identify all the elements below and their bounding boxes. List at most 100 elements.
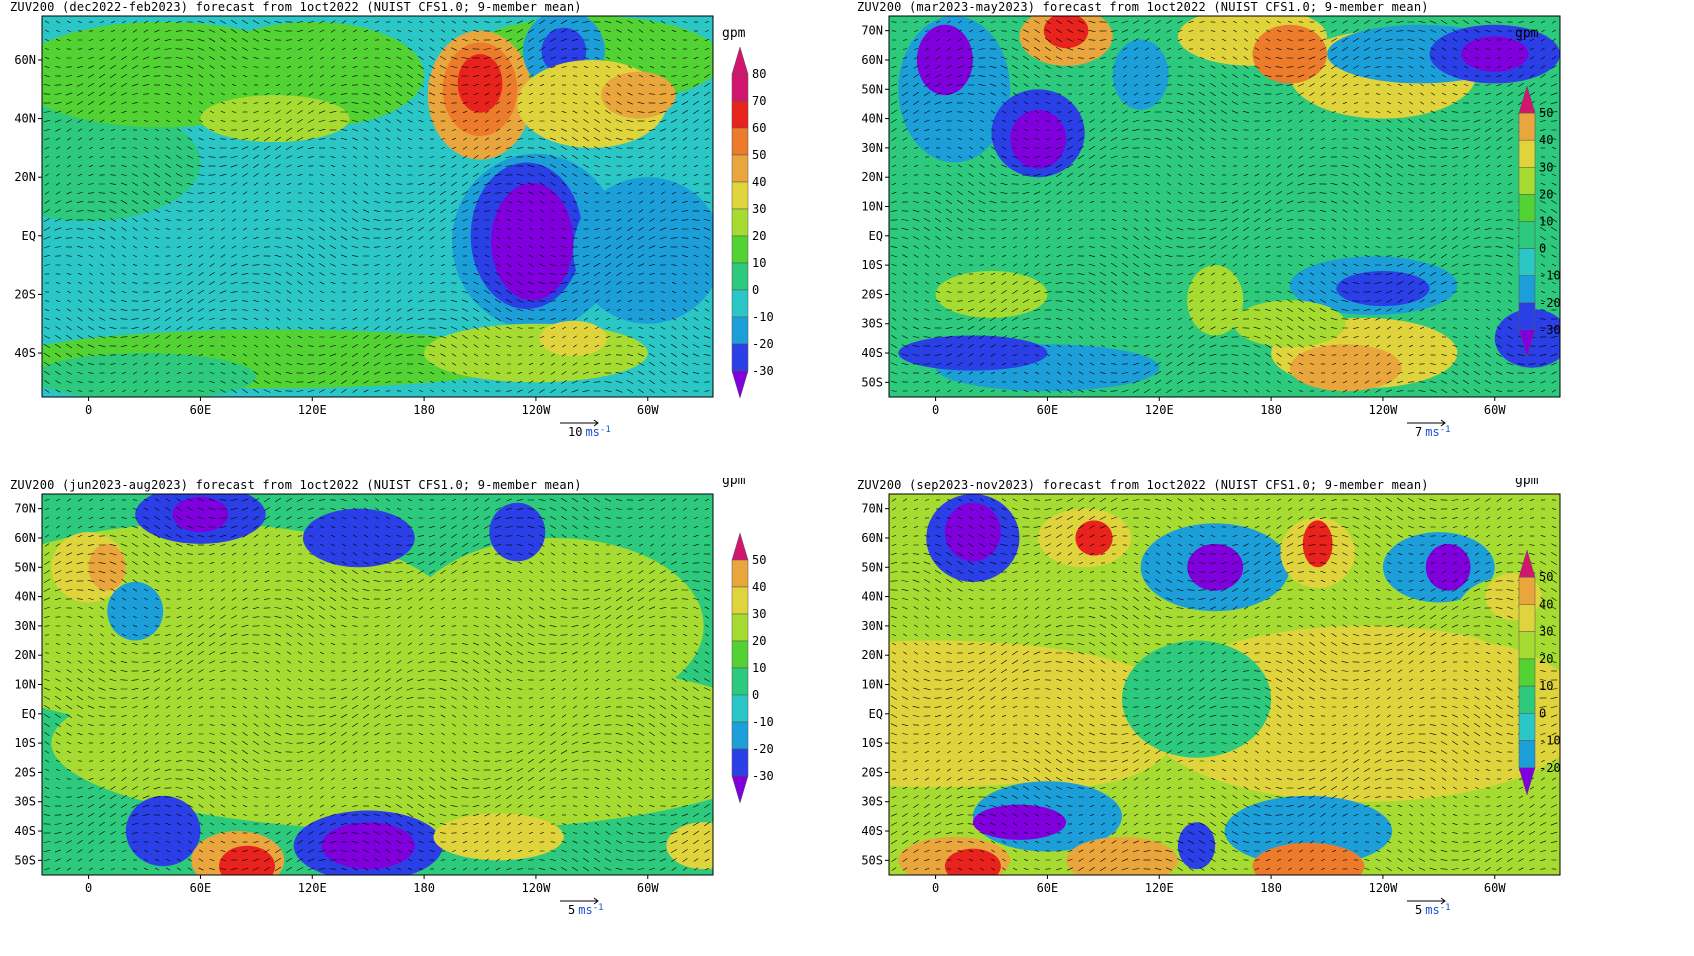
colorbar-cell bbox=[731, 532, 749, 561]
colorbar-cell bbox=[1518, 194, 1536, 222]
lat-label: 40S bbox=[861, 346, 883, 360]
colorbar-label: -30 bbox=[1539, 323, 1561, 337]
lon-label: 60E bbox=[1037, 881, 1059, 895]
colorbar-label: -20 bbox=[1539, 761, 1561, 775]
lon-label: 60W bbox=[637, 881, 659, 895]
anomaly-contour bbox=[666, 822, 713, 870]
colorbar-cell bbox=[731, 748, 749, 777]
wind-vectors bbox=[890, 497, 1558, 872]
colorbar-cell bbox=[731, 721, 749, 750]
lon-label: 0 bbox=[85, 881, 92, 895]
map-chart: 70N 60N 50N 40N 30N 20N 10N EQ 10S 20S 30S 40S 50S 0 6… bbox=[861, 478, 1561, 917]
map-frame bbox=[41, 15, 714, 398]
wind-vectors bbox=[890, 19, 1558, 394]
lon-label: 60W bbox=[637, 403, 659, 417]
lat-label: EQ bbox=[22, 707, 36, 721]
colorbar-cell bbox=[731, 343, 749, 372]
anomaly-contour bbox=[935, 270, 1048, 318]
lat-label: 20N bbox=[14, 170, 36, 184]
lon-label: 0 bbox=[85, 403, 92, 417]
colorbar-cell bbox=[731, 181, 749, 210]
lon-label: 180 bbox=[1260, 403, 1282, 417]
colorbar-cell bbox=[1518, 576, 1536, 605]
lat-label: 40N bbox=[861, 590, 883, 604]
colorbar-cell bbox=[731, 73, 749, 102]
lat-label: 30N bbox=[14, 619, 36, 633]
colorbar-label: 50 bbox=[752, 148, 766, 162]
lat-label: 10N bbox=[14, 678, 36, 692]
colorbar-label: 40 bbox=[1539, 597, 1553, 611]
lon-label: 180 bbox=[413, 881, 435, 895]
lat-label: 50S bbox=[861, 853, 883, 867]
anomaly-contour bbox=[916, 24, 973, 96]
map-field bbox=[42, 16, 713, 397]
colorbar-label: 40 bbox=[752, 580, 766, 594]
vector-ref-label: 5 ms-1 bbox=[568, 903, 604, 917]
lat-label: 70N bbox=[861, 502, 883, 516]
colorbar-cell bbox=[1518, 248, 1536, 276]
wind-vectors bbox=[43, 19, 711, 394]
colorbar-label: 0 bbox=[1539, 242, 1546, 256]
vector-ref-label: 7 ms-1 bbox=[1415, 425, 1451, 439]
panel-title: ZUV200 (sep2023-nov2023) forecast from 1… bbox=[857, 478, 1429, 492]
colorbar-cell bbox=[731, 613, 749, 642]
anomaly-contour bbox=[1461, 36, 1529, 72]
lat-label: 60N bbox=[14, 531, 36, 545]
colorbar-label: 30 bbox=[752, 202, 766, 216]
lat-label: 10S bbox=[14, 736, 36, 750]
colorbar-cell bbox=[1518, 658, 1536, 687]
colorbar-label: 20 bbox=[1539, 652, 1553, 666]
anomaly-contour bbox=[898, 335, 1048, 371]
lat-label: 30S bbox=[14, 795, 36, 809]
lat-label: 70N bbox=[861, 24, 883, 38]
panel-title: ZUV200 (dec2022-feb2023) forecast from 1… bbox=[10, 0, 582, 14]
anomaly-contour bbox=[88, 543, 126, 591]
anomaly-contour bbox=[302, 508, 415, 568]
lat-label: 30S bbox=[861, 795, 883, 809]
colorbar-label: -10 bbox=[1539, 269, 1561, 283]
colorbar-cell bbox=[731, 208, 749, 237]
lat-label: EQ bbox=[22, 229, 36, 243]
colorbar-cell bbox=[731, 370, 749, 399]
colorbar-label: -20 bbox=[752, 742, 774, 756]
anomaly-contour bbox=[172, 496, 229, 533]
colorbar-label: 40 bbox=[752, 175, 766, 189]
lat-label: 30N bbox=[861, 141, 883, 155]
anomaly-contour bbox=[42, 103, 201, 222]
anomaly-contour bbox=[1043, 16, 1089, 49]
anomaly-contour bbox=[944, 502, 1001, 562]
colorbar-label: -20 bbox=[752, 337, 774, 351]
lon-label: 120E bbox=[298, 403, 327, 417]
colorbar-cell bbox=[731, 289, 749, 318]
lon-label: 60E bbox=[190, 403, 212, 417]
colorbar-label: 70 bbox=[752, 94, 766, 108]
colorbar-label: 30 bbox=[752, 607, 766, 621]
lat-label: 20N bbox=[14, 648, 36, 662]
anomaly-contour bbox=[1075, 520, 1113, 556]
colorbar-cell bbox=[1518, 139, 1536, 168]
colorbar-cell bbox=[1518, 631, 1536, 660]
colorbar-cell bbox=[731, 775, 749, 804]
lat-label: 50N bbox=[14, 560, 36, 574]
colorbar-label: 0 bbox=[752, 283, 759, 297]
lon-label: 60E bbox=[190, 881, 212, 895]
colorbar-label: -20 bbox=[1539, 296, 1561, 310]
colorbar-cell bbox=[731, 154, 749, 183]
wind-vectors bbox=[43, 497, 711, 872]
lat-label: 40N bbox=[861, 112, 883, 126]
lon-label: 180 bbox=[1260, 881, 1282, 895]
colorbar-label: 20 bbox=[752, 634, 766, 648]
colorbar-label: -10 bbox=[752, 715, 774, 729]
colorbar-cell bbox=[1518, 302, 1536, 331]
anomaly-contour bbox=[219, 845, 275, 875]
lat-label: 60N bbox=[14, 53, 36, 67]
lon-label: 180 bbox=[413, 403, 435, 417]
colorbar-cell bbox=[1518, 740, 1536, 769]
lat-label: 70N bbox=[14, 502, 36, 516]
lon-label: 60E bbox=[1037, 403, 1059, 417]
colorbar-cell bbox=[1518, 767, 1536, 796]
colorbar-cell bbox=[1518, 604, 1536, 632]
map-chart: 70N 60N 50N 40N 30N 20N 10N EQ 10S 20S 30S 40S 50S 0 6… bbox=[861, 15, 1561, 439]
colorbar-cell bbox=[731, 127, 749, 156]
lat-label: 10N bbox=[861, 200, 883, 214]
